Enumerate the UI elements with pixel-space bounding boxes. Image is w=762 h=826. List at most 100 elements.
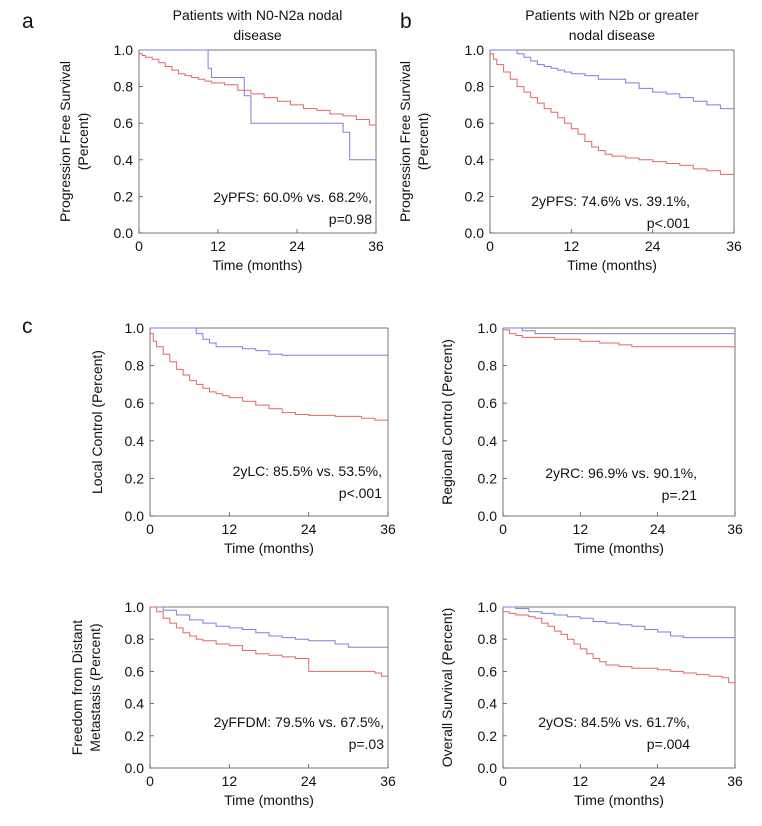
stats-annotation: p=.03 [349, 736, 385, 752]
series-line-red [150, 606, 388, 677]
y-tick-label: 0.2 [478, 728, 498, 744]
y-tick-label: 0.6 [114, 115, 134, 131]
panel-4: 0.0 0.2 0.4 0.6 0.8 1.0 0 12 24 36 Time (months) Re… [439, 320, 743, 556]
panel-letter: b [400, 10, 412, 33]
plot-frame [149, 327, 389, 517]
y-tick-label: 0.4 [125, 433, 145, 449]
series-line-red [503, 611, 735, 684]
stats-annotation: p<.001 [339, 485, 382, 501]
y-axis-label: Regional Control (Percent) [439, 339, 455, 505]
x-tick-label: 24 [650, 773, 666, 789]
series-line-blue [150, 606, 388, 648]
stats-annotation: 2yRC: 96.9% vs. 90.1%, [545, 465, 697, 481]
y-axis-label: Local Control (Percent) [89, 350, 105, 494]
y-tick-label: 0.6 [465, 115, 485, 131]
x-axis-label: Time (months) [574, 792, 664, 808]
series-line-red [150, 333, 388, 421]
chart-title: disease [233, 27, 281, 43]
x-axis-label: Time (months) [567, 257, 657, 273]
series-line-blue [503, 327, 735, 335]
y-tick-label: 0.8 [125, 631, 145, 647]
x-tick-label: 0 [135, 238, 143, 254]
y-axis-label: Freedom from Distant [69, 620, 85, 755]
y-tick-label: 1.0 [114, 42, 134, 58]
series-line-blue [150, 327, 388, 356]
x-tick-label: 24 [301, 521, 317, 537]
y-tick-label: 1.0 [125, 320, 145, 336]
y-tick-label: 1.0 [125, 599, 145, 615]
x-axis-label: Time (months) [224, 540, 314, 556]
x-tick-label: 0 [486, 238, 494, 254]
y-tick-label: 0.2 [125, 470, 145, 486]
chart-title: Patients with N2b or greater [525, 7, 699, 23]
chart-title: Patients with N0-N2a nodal [173, 7, 343, 23]
y-tick-label: 0.4 [114, 152, 134, 168]
panel-letter: a [22, 10, 34, 33]
x-tick-label: 12 [573, 521, 589, 537]
x-axis-label: Time (months) [213, 257, 303, 273]
y-tick-label: 0.0 [478, 508, 498, 524]
y-tick-label: 0.0 [125, 760, 145, 776]
x-tick-label: 36 [380, 773, 396, 789]
y-axis-label: Metastasis (Percent) [87, 623, 103, 751]
x-tick-label: 36 [726, 238, 742, 254]
stats-annotation: p<.001 [647, 215, 690, 231]
panel-1: a Patients with N0-N2a nodal disease 0.0 0.2… [22, 7, 384, 273]
x-tick-label: 12 [564, 238, 580, 254]
y-tick-label: 0.0 [125, 508, 145, 524]
y-tick-label: 0.8 [478, 358, 498, 374]
panel-3: c 0.0 0.2 0.4 0.6 0.8 1.0 0 12 24 36 Time (months) L… [22, 315, 396, 556]
x-tick-label: 0 [146, 521, 154, 537]
y-tick-label: 0.6 [125, 395, 145, 411]
stats-annotation: 2yFFDM: 79.5% vs. 67.5%, [214, 714, 384, 730]
plot-frame [138, 49, 377, 234]
x-tick-label: 12 [210, 238, 226, 254]
x-tick-label: 12 [573, 773, 589, 789]
y-tick-label: 0.6 [478, 663, 498, 679]
series-line-blue [503, 606, 735, 639]
y-tick-label: 0.4 [465, 152, 485, 168]
x-axis-label: Time (months) [574, 540, 664, 556]
panel-2: b Patients with N2b or greater nodal disea… [397, 7, 742, 273]
x-tick-label: 0 [499, 773, 507, 789]
y-tick-label: 0.0 [465, 225, 485, 241]
x-tick-label: 36 [727, 773, 743, 789]
y-tick-label: 0.6 [125, 663, 145, 679]
panel-letter: c [22, 315, 33, 338]
x-axis-label: Time (months) [224, 792, 314, 808]
y-tick-label: 0.2 [125, 728, 145, 744]
x-tick-label: 12 [222, 521, 238, 537]
y-tick-label: 0.0 [114, 225, 134, 241]
series-line-blue [139, 49, 376, 161]
x-tick-label: 36 [380, 521, 396, 537]
series-line-red [139, 53, 377, 127]
y-tick-label: 1.0 [465, 42, 485, 58]
y-tick-label: 1.0 [478, 599, 498, 615]
plot-frame [502, 327, 736, 517]
stats-annotation: p=.21 [662, 487, 698, 503]
x-tick-label: 0 [499, 521, 507, 537]
chart-title: nodal disease [569, 27, 656, 43]
series-line-red [490, 53, 734, 175]
plot-frame [502, 606, 736, 769]
y-tick-label: 0.8 [478, 631, 498, 647]
stats-annotation: 2yLC: 85.5% vs. 53.5%, [233, 463, 382, 479]
x-tick-label: 24 [650, 521, 666, 537]
series-line-red [503, 329, 735, 348]
panel-6: 0.0 0.2 0.4 0.6 0.8 1.0 0 12 24 36 Time (months) Ov… [439, 599, 743, 808]
stats-annotation: 2yPFS: 74.6% vs. 39.1%, [531, 193, 690, 209]
series-line-blue [490, 49, 734, 110]
y-tick-label: 0.4 [125, 696, 145, 712]
y-tick-label: 0.4 [478, 433, 498, 449]
y-axis-label: Overall Survival (Percent) [439, 608, 455, 768]
y-axis-label: Progression Free Survival [57, 61, 73, 222]
y-axis-label: (Percent) [415, 113, 431, 171]
y-axis-label: Progression Free Survival [397, 61, 413, 222]
y-tick-label: 0.6 [478, 395, 498, 411]
x-tick-label: 12 [222, 773, 238, 789]
y-tick-label: 0.8 [125, 358, 145, 374]
x-tick-label: 36 [727, 521, 743, 537]
y-tick-label: 0.2 [114, 188, 134, 204]
x-tick-label: 24 [301, 773, 317, 789]
